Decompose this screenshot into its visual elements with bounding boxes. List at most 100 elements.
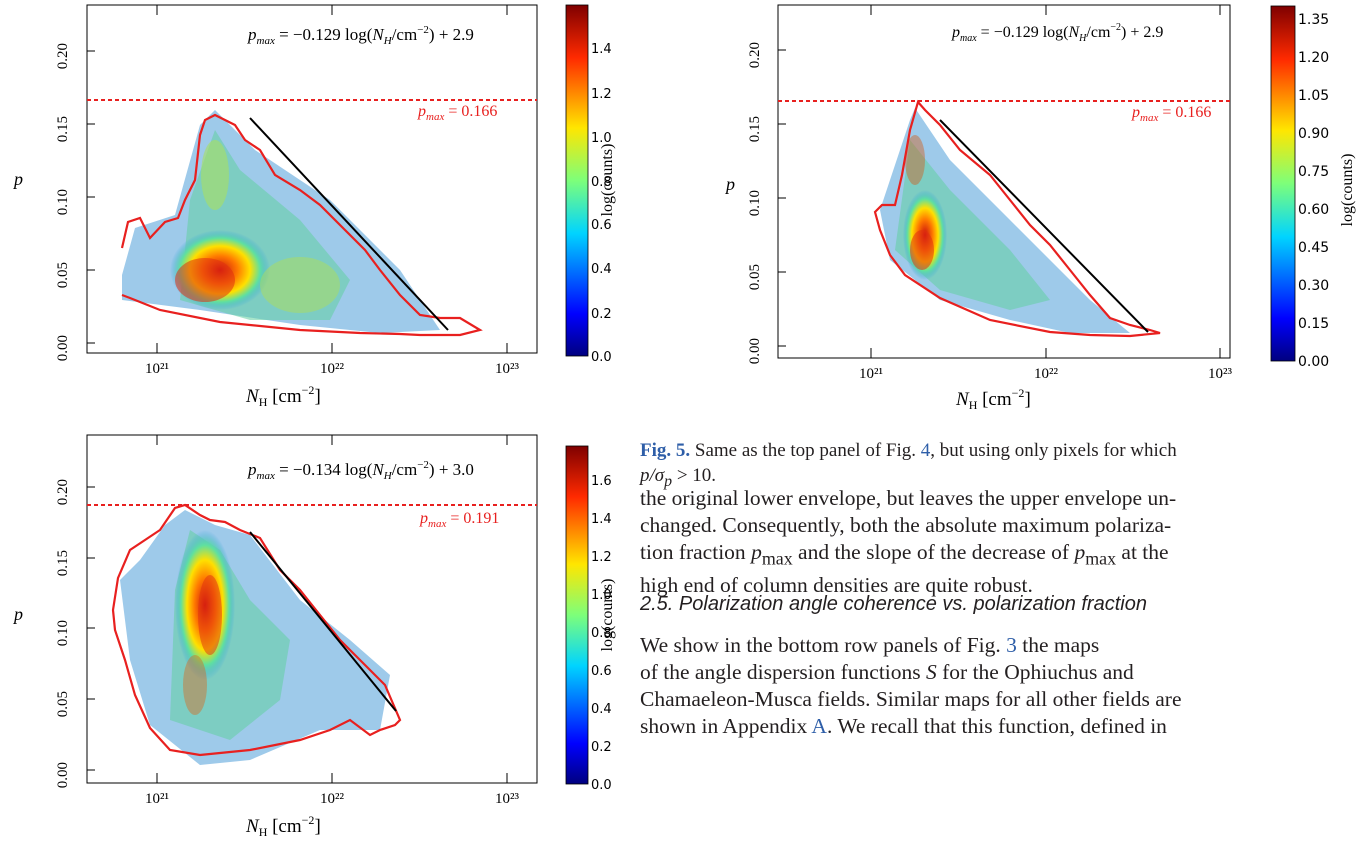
section-heading: 2.5. Polarization angle coherence vs. po… — [640, 593, 1147, 615]
svg-text:1.4: 1.4 — [591, 42, 612, 57]
svg-text:10²³: 10²³ — [1208, 366, 1232, 382]
x-axis-label: NH [cm−2] — [955, 386, 1031, 412]
svg-text:0.45: 0.45 — [1298, 240, 1329, 256]
svg-text:1.2: 1.2 — [591, 87, 612, 102]
svg-text:1.35: 1.35 — [1298, 12, 1329, 28]
colorbar — [1270, 5, 1296, 362]
y-axis-label: p — [12, 604, 23, 624]
pmax-label: pmax = 0.166 — [417, 103, 497, 123]
fit-line — [249, 531, 397, 712]
svg-text:0.6: 0.6 — [591, 218, 612, 233]
colorbar-ticks: 0.0 0.2 0.4 0.6 0.8 1.0 1.2 1.4 — [591, 42, 612, 365]
svg-text:0.15: 0.15 — [55, 550, 71, 576]
axes-frame — [86, 434, 538, 784]
svg-text:0.8: 0.8 — [591, 175, 612, 190]
svg-text:0.2: 0.2 — [591, 740, 612, 755]
pmax-label: pmax = 0.166 — [1131, 104, 1211, 124]
fit-equation: pmax = −0.129 log(NH/cm−2) + 2.9 — [247, 24, 474, 47]
figure-reference-link[interactable]: 3 — [1006, 633, 1017, 657]
figure-panel-top-right: pmax = −0.129 log(NH/cm−2) + 2.9 pmax = … — [724, 4, 1356, 412]
envelope-curve — [873, 99, 1161, 338]
svg-text:0.00: 0.00 — [1298, 354, 1329, 370]
svg-text:1.4: 1.4 — [591, 512, 612, 527]
x-tick-labels: 10²¹ 10²² 10²³ — [145, 361, 519, 377]
svg-text:0.10: 0.10 — [747, 190, 763, 216]
heatmap — [122, 110, 440, 333]
svg-text:10²²: 10²² — [320, 791, 344, 807]
svg-text:0.60: 0.60 — [1298, 202, 1329, 218]
paragraph-section-2-5: We show in the bottom row panels of Fig.… — [640, 633, 1182, 738]
svg-text:10²²: 10²² — [1034, 366, 1058, 382]
svg-text:1.6: 1.6 — [591, 474, 612, 489]
svg-text:0.20: 0.20 — [747, 42, 763, 68]
svg-text:10²¹: 10²¹ — [145, 361, 169, 377]
heatmap — [880, 108, 1130, 333]
x-tick-labels: 10²¹ 10²² 10²³ — [859, 366, 1232, 382]
svg-text:0.4: 0.4 — [591, 262, 612, 277]
fit-equation: pmax = −0.134 log(NH/cm−2) + 3.0 — [247, 459, 474, 482]
heatmap — [120, 510, 390, 765]
x-tick-labels: 10²¹ 10²² 10²³ — [145, 791, 519, 807]
envelope-curve — [120, 113, 483, 337]
envelope-curve — [111, 503, 402, 757]
colorbar-ticks: 0.00 0.15 0.30 0.45 0.60 0.75 0.90 1.05 … — [1298, 12, 1329, 370]
svg-text:0.00: 0.00 — [747, 338, 763, 364]
svg-text:0.0: 0.0 — [591, 778, 612, 793]
paragraph-continuation: the original lower envelope, but leaves … — [640, 486, 1177, 598]
colorbar-ticks: 0.0 0.2 0.4 0.6 0.8 1.0 1.2 1.4 1.6 — [591, 474, 612, 793]
svg-text:0.00: 0.00 — [55, 335, 71, 361]
colorbar — [565, 4, 589, 357]
axes-frame — [86, 4, 538, 354]
svg-text:0.4: 0.4 — [591, 702, 612, 717]
svg-text:0.10: 0.10 — [55, 620, 71, 646]
caption-label: Fig. 5. — [640, 440, 691, 461]
colorbar-label: log(counts) — [1339, 154, 1356, 227]
figure-panel-top-left: pmax = −0.129 log(NH/cm−2) + 2.9 pmax = … — [12, 4, 616, 409]
y-tick-labels: 0.00 0.05 0.10 0.15 0.20 — [55, 43, 71, 361]
colorbar-label: log(counts) — [599, 144, 616, 217]
svg-text:0.20: 0.20 — [55, 479, 71, 505]
svg-text:0.05: 0.05 — [747, 264, 763, 290]
svg-text:0.15: 0.15 — [1298, 316, 1329, 332]
x-axis-label: NH [cm−2] — [245, 383, 321, 409]
svg-text:10²¹: 10²¹ — [859, 366, 883, 382]
fit-line — [939, 119, 1149, 333]
svg-text:1.0: 1.0 — [591, 588, 612, 603]
svg-text:10²³: 10²³ — [495, 361, 519, 377]
svg-text:1.2: 1.2 — [591, 550, 612, 565]
svg-text:0.90: 0.90 — [1298, 126, 1329, 142]
svg-text:10²³: 10²³ — [495, 791, 519, 807]
svg-text:0.05: 0.05 — [55, 691, 71, 717]
y-tick-labels: 0.00 0.05 0.10 0.15 0.20 — [55, 479, 71, 788]
svg-text:0.6: 0.6 — [591, 664, 612, 679]
y-axis-label: p — [12, 169, 23, 189]
pmax-label: pmax = 0.191 — [419, 510, 499, 530]
figure-caption: Fig. 5. Same as the top panel of Fig. 4,… — [640, 440, 1177, 490]
svg-text:0.05: 0.05 — [55, 262, 71, 288]
svg-text:10²²: 10²² — [320, 361, 344, 377]
figure-reference-link[interactable]: 4 — [920, 440, 931, 461]
colorbar — [565, 445, 589, 785]
y-tick-labels: 0.00 0.05 0.10 0.15 0.20 — [747, 42, 763, 364]
svg-text:0.75: 0.75 — [1298, 164, 1329, 180]
svg-text:0.2: 0.2 — [591, 307, 612, 322]
svg-text:0.15: 0.15 — [55, 116, 71, 142]
svg-text:10²¹: 10²¹ — [145, 791, 169, 807]
svg-text:0.0: 0.0 — [591, 350, 612, 365]
svg-text:1.0: 1.0 — [591, 131, 612, 146]
svg-text:0.8: 0.8 — [591, 626, 612, 641]
svg-text:0.20: 0.20 — [55, 43, 71, 69]
svg-text:0.00: 0.00 — [55, 762, 71, 788]
fit-line — [249, 117, 449, 331]
x-axis-label: NH [cm−2] — [245, 813, 321, 839]
colorbar-label: log(counts) — [599, 579, 616, 652]
y-axis-label: p — [724, 174, 735, 194]
svg-text:0.10: 0.10 — [55, 189, 71, 215]
fit-equation: pmax = −0.129 log(NH/cm−2) + 2.9 — [951, 22, 1163, 44]
appendix-reference-link[interactable]: A — [811, 714, 827, 738]
svg-text:0.15: 0.15 — [747, 116, 763, 142]
axes-frame — [777, 4, 1231, 359]
svg-text:0.30: 0.30 — [1298, 278, 1329, 294]
figure-panel-bottom-left: pmax = −0.134 log(NH/cm−2) + 3.0 pmax = … — [12, 434, 616, 839]
svg-text:1.20: 1.20 — [1298, 50, 1329, 66]
